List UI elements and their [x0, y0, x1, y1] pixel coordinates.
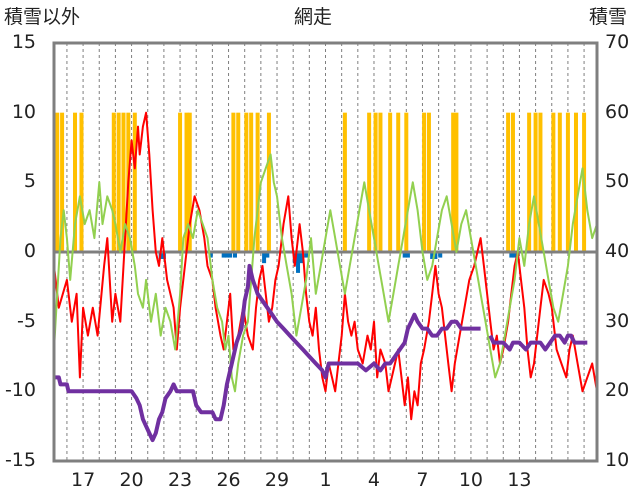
bar-mark [438, 252, 443, 258]
line-series [53, 111, 598, 443]
bar-mark [299, 252, 304, 264]
plot-frame [52, 41, 599, 463]
series-line-4 [54, 263, 481, 443]
right-axis-title: 積雪 [589, 6, 628, 28]
bar-mark [233, 252, 237, 258]
bar-mark [512, 252, 517, 258]
left-tick-label: 0 [23, 240, 36, 262]
bar-mark [249, 112, 254, 253]
bar-mark [573, 112, 578, 253]
right-tick-label: 20 [605, 379, 630, 402]
bar-mark [454, 112, 459, 253]
bar-mark [79, 112, 84, 253]
right-tick-label: 10 [605, 449, 630, 471]
bar-series [55, 112, 587, 273]
bar-mark [224, 252, 229, 258]
bar-mark [405, 252, 410, 258]
x-tick-label: 17 [70, 469, 96, 491]
bar-mark [262, 252, 267, 264]
bar-mark [422, 112, 427, 253]
bar-mark [221, 252, 226, 258]
left-tick-label: 15 [11, 31, 36, 53]
bar-mark [187, 112, 192, 253]
bar-mark [231, 112, 236, 253]
bar-mark [404, 112, 409, 253]
bar-mark [509, 252, 514, 258]
x-tick-label: 29 [264, 469, 290, 491]
bar-mark [510, 112, 515, 253]
bar-mark [184, 112, 189, 253]
bar-mark [266, 112, 271, 253]
bar-mark [73, 112, 78, 253]
bar-mark [430, 252, 435, 259]
x-tick-label: 7 [416, 469, 429, 491]
bar-mark [538, 112, 543, 253]
bar-mark [506, 112, 511, 253]
bar-mark [557, 112, 562, 253]
bar-mark [402, 252, 407, 258]
right-tick-label: 60 [605, 100, 630, 123]
left-tick-label: 5 [23, 170, 36, 193]
left-tick-label: -15 [4, 449, 36, 471]
bar-mark [565, 112, 570, 253]
x-tick-label: 20 [119, 469, 144, 491]
bar-mark [342, 112, 347, 253]
bar-mark [208, 252, 213, 258]
x-tick-label: 4 [367, 469, 381, 491]
bar-mark [433, 252, 438, 259]
series-line-5 [488, 333, 588, 352]
bar-mark [236, 112, 241, 253]
bar-mark [551, 112, 556, 253]
bar-mark [178, 112, 183, 253]
left-tick-label: -10 [4, 379, 36, 402]
bar-mark [265, 252, 270, 258]
bar-mark [121, 112, 126, 253]
right-tick-label: 30 [605, 309, 630, 332]
bar-mark [527, 112, 532, 253]
bar-mark [373, 112, 378, 253]
series-line-3 [53, 153, 598, 393]
left-axis-title: 積雪以外 [4, 6, 81, 28]
x-tick-label: 23 [167, 469, 193, 491]
chart-title: 網走 [294, 6, 333, 28]
bar-mark [367, 112, 372, 253]
x-tick-label: 26 [216, 469, 241, 491]
bar-mark [228, 252, 233, 258]
bar-mark [60, 112, 65, 253]
bar-mark [304, 252, 309, 258]
bar-mark [111, 112, 116, 253]
bar-mark [255, 112, 260, 253]
bar-mark [378, 112, 383, 253]
right-tick-label: 40 [605, 240, 630, 262]
left-tick-label: -5 [17, 309, 36, 332]
right-tick-label: 70 [605, 31, 630, 53]
bar-mark [451, 112, 456, 253]
bar-mark [296, 252, 301, 273]
bar-mark [116, 112, 121, 253]
left-tick-label: 10 [11, 100, 36, 123]
bar-mark [244, 112, 249, 253]
bar-mark [388, 112, 393, 253]
bar-mark [533, 112, 538, 253]
x-tick-label: 1 [319, 469, 332, 491]
bar-mark [55, 112, 60, 253]
x-tick-label: 10 [458, 469, 484, 491]
x-tick-label: 13 [507, 469, 532, 491]
bar-mark [396, 112, 401, 253]
right-tick-label: 50 [605, 170, 630, 193]
bar-mark [426, 112, 431, 253]
bar-mark [132, 112, 137, 253]
